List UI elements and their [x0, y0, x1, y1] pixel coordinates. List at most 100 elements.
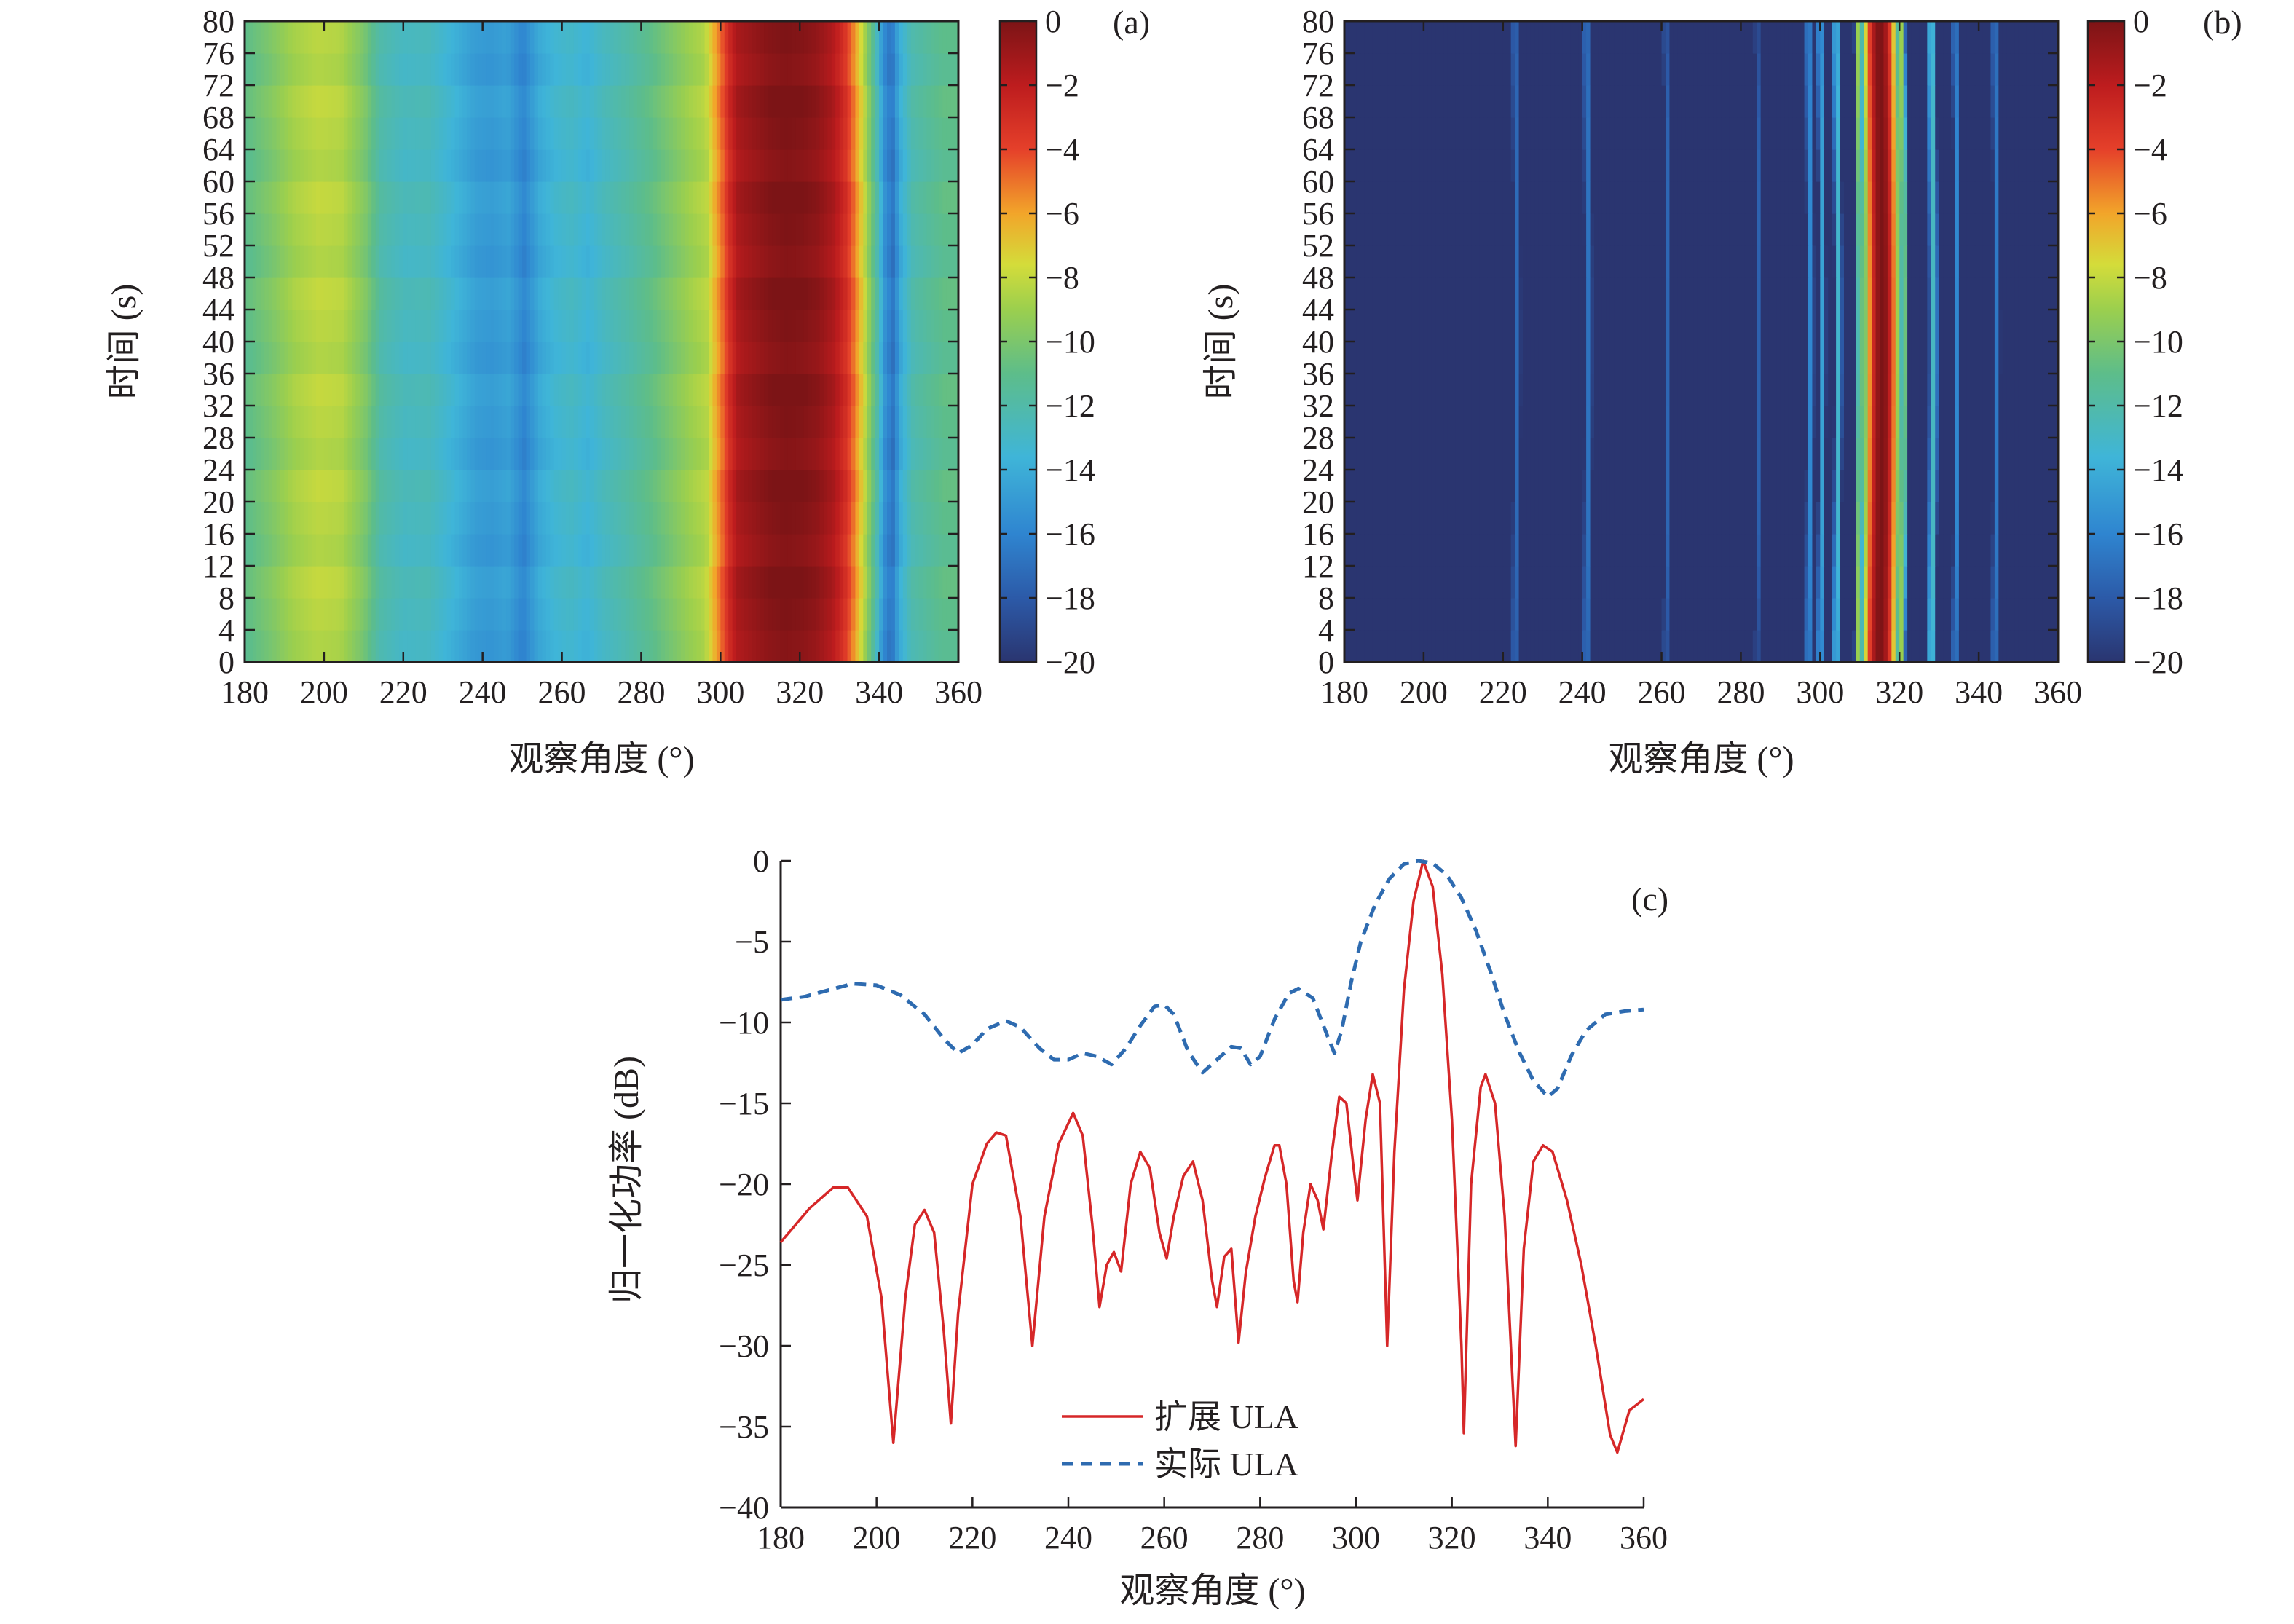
heatmap-cell — [454, 374, 460, 406]
heatmap-cell — [1784, 470, 1789, 502]
heatmap-cell — [863, 85, 868, 118]
heatmap-cell — [395, 149, 400, 182]
heatmap-cell — [847, 598, 852, 631]
heatmap-cell — [673, 277, 678, 310]
heatmap-cell — [545, 149, 551, 182]
heatmap-cell — [910, 245, 915, 278]
heatmap-cell — [1558, 630, 1564, 663]
heatmap-cell — [518, 598, 523, 631]
heatmap-cell — [1705, 438, 1710, 470]
heatmap-cell — [934, 213, 939, 246]
heatmap-cell — [843, 342, 848, 374]
heatmap-cell — [1963, 566, 1968, 599]
heatmap-cell — [526, 406, 531, 438]
heatmap-cell — [855, 310, 860, 342]
heatmap-cell — [772, 598, 777, 631]
heatmap-cell — [855, 630, 860, 663]
heatmap-cell — [827, 502, 832, 535]
heatmap-cell — [502, 630, 507, 663]
heatmap-cell — [823, 438, 828, 470]
heatmap-cell — [336, 374, 341, 406]
heatmap-cell — [732, 374, 737, 406]
heatmap-cell — [800, 630, 805, 663]
heatmap-cell — [1844, 470, 1849, 502]
heatmap-cell — [268, 310, 273, 342]
heatmap-cell — [867, 566, 872, 599]
heatmap-cell — [915, 630, 920, 663]
heatmap-cell — [446, 406, 452, 438]
heatmap-cell — [506, 245, 511, 278]
heatmap-cell — [474, 630, 479, 663]
heatmap-cell — [379, 149, 385, 182]
heatmap-cell — [347, 470, 352, 502]
heatmap-cell — [617, 470, 622, 502]
heatmap-cell — [589, 181, 594, 214]
heatmap-cell — [1974, 470, 1979, 502]
heatmap-cell — [1883, 502, 1888, 535]
heatmap-cell — [430, 534, 435, 567]
y-tick-label: 0 — [218, 645, 234, 680]
heatmap-cell — [768, 245, 773, 278]
heatmap-cell — [1971, 502, 1976, 535]
heatmap-cell — [740, 21, 745, 54]
heatmap-cell — [304, 85, 309, 118]
heatmap-cell — [613, 630, 618, 663]
heatmap-cell — [831, 85, 836, 118]
heatmap-cell — [320, 598, 325, 631]
heatmap-cell — [264, 277, 269, 310]
heatmap-cell — [899, 630, 904, 663]
heatmap-cell — [871, 181, 876, 214]
heatmap-cell — [942, 502, 947, 535]
heatmap-cell — [383, 117, 388, 150]
heatmap-cell — [558, 374, 563, 406]
heatmap-cell — [859, 598, 864, 631]
heatmap-cell — [673, 470, 678, 502]
heatmap-cell — [819, 277, 824, 310]
heatmap-cell — [680, 117, 685, 150]
heatmap-cell — [859, 566, 864, 599]
heatmap-cell — [1614, 566, 1619, 599]
heatmap-cell — [403, 181, 408, 214]
heatmap-cell — [704, 53, 709, 86]
y-tick-label: 80 — [202, 4, 234, 39]
heatmap-cell — [1982, 630, 1987, 663]
heatmap-cell — [732, 277, 737, 310]
heatmap-cell — [1566, 566, 1571, 599]
heatmap-cell — [930, 245, 935, 278]
heatmap-cell — [2046, 566, 2051, 599]
heatmap-cell — [363, 470, 368, 502]
heatmap-cell — [1630, 566, 1635, 599]
heatmap-cell — [514, 85, 519, 118]
heatmap-cell — [899, 374, 904, 406]
heatmap-cell — [336, 566, 341, 599]
heatmap-cell — [1828, 630, 1833, 663]
heatmap-cell — [760, 310, 765, 342]
heatmap-cell — [760, 598, 765, 631]
heatmap-cell — [649, 630, 654, 663]
heatmap-cell — [446, 149, 452, 182]
heatmap-cell — [586, 245, 591, 278]
heatmap-cell — [459, 374, 464, 406]
heatmap-cell — [795, 85, 800, 118]
heatmap-cell — [260, 277, 265, 310]
heatmap-cell — [1982, 502, 1987, 535]
heatmap-cell — [411, 117, 416, 150]
heatmap-cell — [752, 277, 757, 310]
heatmap-cell — [300, 534, 305, 567]
heatmap-cell — [561, 149, 567, 182]
heatmap-cell — [918, 374, 923, 406]
heatmap-cell — [403, 213, 408, 246]
heatmap-cell — [490, 342, 495, 374]
heatmap-cell — [506, 310, 511, 342]
heatmap-cell — [260, 438, 265, 470]
heatmap-cell — [320, 502, 325, 535]
heatmap-cell — [355, 149, 360, 182]
heatmap-cell — [474, 117, 479, 150]
heatmap-cell — [819, 470, 824, 502]
heatmap-cell — [1923, 438, 1928, 470]
heatmap-cell — [352, 181, 357, 214]
heatmap-cell — [1459, 438, 1464, 470]
heatmap-cell — [375, 277, 380, 310]
heatmap-cell — [2050, 438, 2055, 470]
heatmap-cell — [685, 310, 690, 342]
